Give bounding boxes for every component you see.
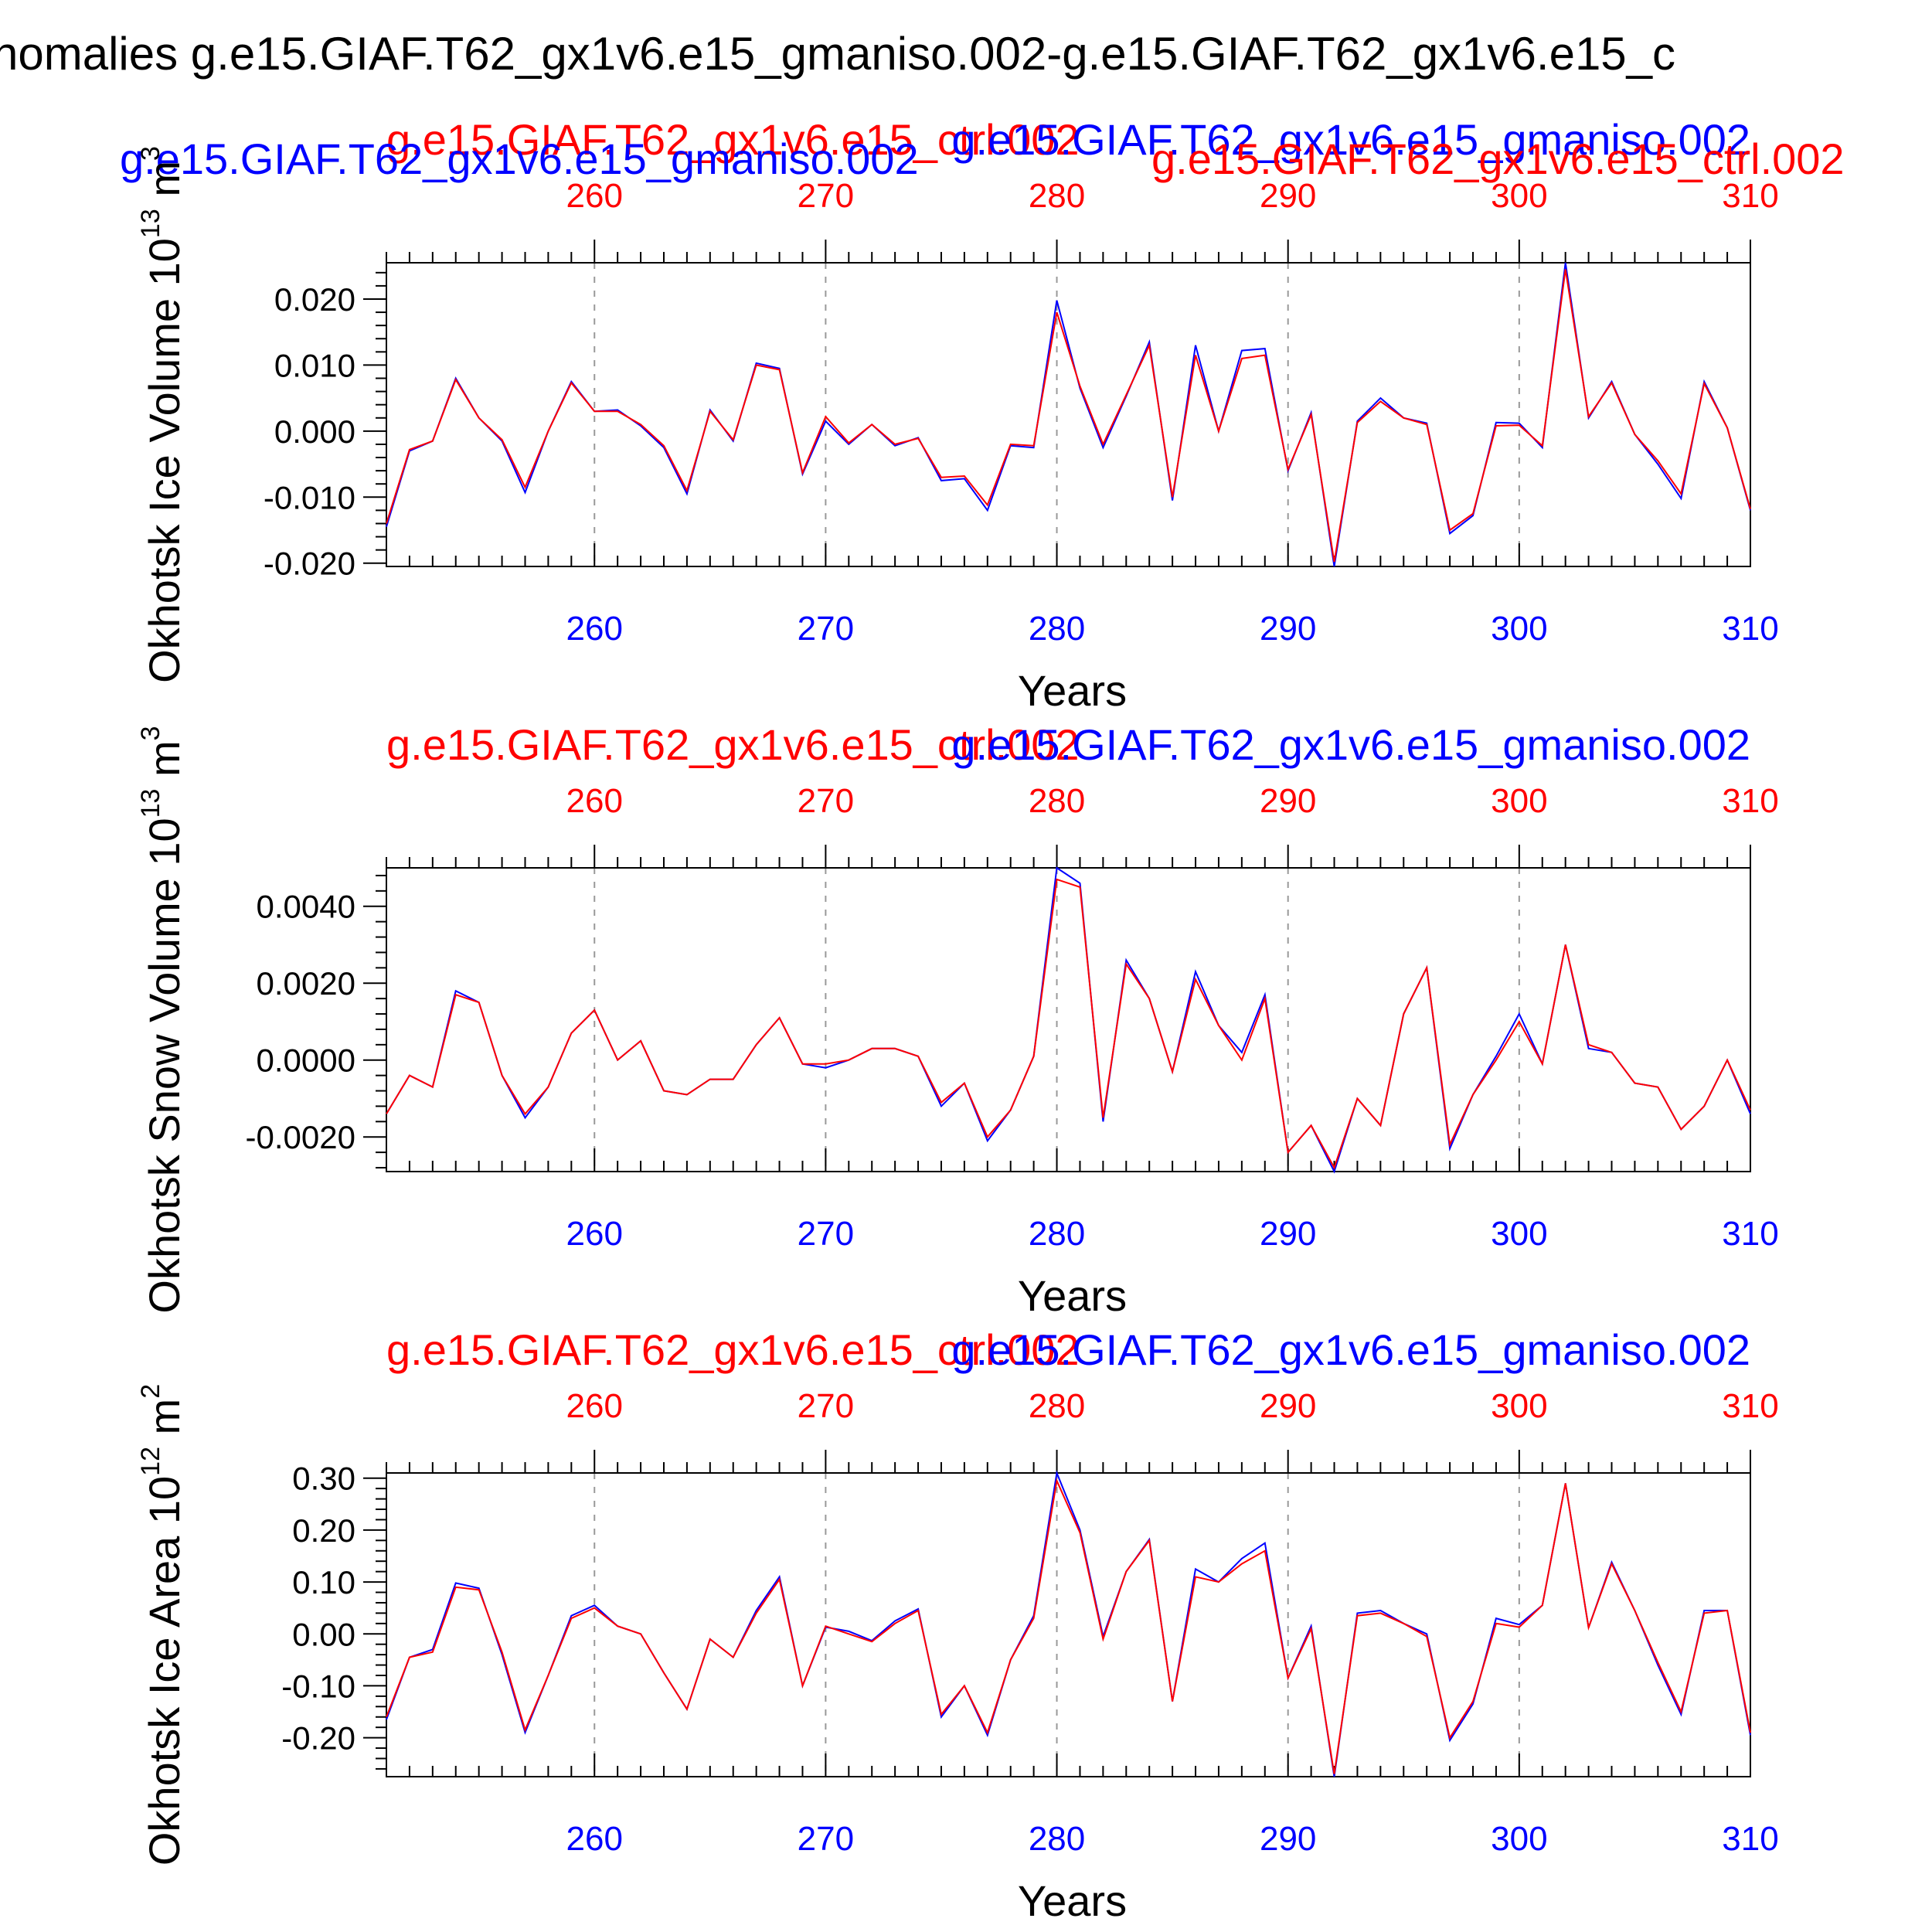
y-axis-unit-power: 3: [136, 146, 165, 161]
plot-frame: [386, 262, 1751, 567]
series-line-case2: [386, 269, 1751, 563]
x-tick-label-bottom: 260: [566, 610, 623, 648]
x-axis-label: Years: [1018, 1876, 1127, 1925]
series-line-case1: [386, 866, 1751, 1174]
y-axis-unit-base: m: [140, 740, 189, 788]
x-tick-label-top: 310: [1722, 782, 1778, 820]
x-axis-label: Years: [1018, 666, 1127, 715]
y-axis-unit-exponent: 13: [136, 789, 165, 818]
x-tick-label-bottom: 270: [798, 1215, 854, 1253]
y-axis-label: Okhotsk Ice Volume 1013 m3: [136, 146, 189, 683]
x-tick-label-bottom: 290: [1260, 1820, 1316, 1858]
panel-ice-area: -0.20 -0.10 0.00 0.10 0.20 0.30 260 270 280 290 30…: [136, 1325, 1779, 1925]
x-tick-label-top: 270: [798, 177, 854, 215]
y-tick-label: 0.020: [274, 281, 355, 318]
x-tick-label-bottom: 270: [798, 610, 854, 648]
x-tick-label-bottom: 280: [1029, 610, 1085, 648]
y-tick-label: -0.10: [281, 1668, 355, 1704]
title-left: g.e15.GIAF.T62_gx1v6.e15_ctrl.002: [386, 720, 1080, 769]
x-tick-label-top: 260: [566, 782, 623, 820]
x-tick-label-top: 290: [1260, 1387, 1316, 1425]
x-tick-label-bottom: 260: [566, 1215, 623, 1253]
x-tick-label-bottom: 310: [1722, 1820, 1778, 1858]
y-tick-label: -0.0020: [246, 1119, 355, 1155]
x-tick-label-bottom: 310: [1722, 1215, 1778, 1253]
y-axis-label-text: Okhotsk Ice Volume 10: [140, 238, 189, 683]
x-tick-label-top: 260: [566, 177, 623, 215]
x-tick-label-bottom: 260: [566, 1820, 623, 1858]
series-line-case1: [386, 262, 1751, 567]
x-tick-label-bottom: 290: [1260, 610, 1316, 648]
y-tick-label: 0.0020: [257, 965, 355, 1002]
x-tick-label-bottom: 300: [1491, 1820, 1547, 1858]
plot-frame: [386, 1472, 1751, 1777]
y-axis-label: Okhotsk Snow Volume 1013 m3: [136, 726, 189, 1313]
title-extra-left: g.e15.GIAF.T62_gx1v6.e15_gmaniso.002: [120, 134, 919, 183]
figure-title: nomalies g.e15.GIAF.T62_gx1v6.e15_gmanis…: [0, 28, 1675, 80]
title-right: g.e15.GIAF.T62_gx1v6.e15_gmaniso.002: [951, 115, 1750, 164]
x-tick-label-bottom: 310: [1722, 610, 1778, 648]
x-tick-label-top: 290: [1260, 782, 1316, 820]
y-axis-unit-exponent: 13: [136, 209, 165, 238]
x-tick-label-bottom: 300: [1491, 1215, 1547, 1253]
y-axis-label: Okhotsk Ice Area 1012 m2: [136, 1384, 189, 1866]
x-tick-label-bottom: 270: [798, 1820, 854, 1858]
panel-ice-volume: -0.020 -0.010 0.000 0.010 0.020 260 270 280 290 3…: [120, 115, 1845, 715]
title-extra-right: g.e15.GIAF.T62_gx1v6.e15_ctrl.002: [1151, 134, 1845, 183]
x-tick-label-bottom: 300: [1491, 610, 1547, 648]
y-tick-label: -0.010: [264, 479, 355, 515]
x-tick-label-top: 280: [1029, 782, 1085, 820]
x-tick-label-bottom: 290: [1260, 1215, 1316, 1253]
x-tick-label-top: 300: [1491, 177, 1547, 215]
y-axis-unit-power: 3: [136, 726, 165, 740]
x-tick-label-top: 280: [1029, 1387, 1085, 1425]
y-axis-unit-exponent: 12: [136, 1447, 165, 1476]
x-tick-label-bottom: 280: [1029, 1215, 1085, 1253]
y-tick-label: -0.20: [281, 1720, 355, 1757]
y-axis-unit-power: 2: [136, 1384, 165, 1399]
x-tick-label-top: 300: [1491, 1387, 1547, 1425]
series-line-case2: [386, 1478, 1751, 1774]
y-tick-label: 0.0000: [257, 1043, 355, 1079]
y-tick-label: 0.20: [292, 1512, 355, 1549]
y-tick-label: -0.020: [264, 546, 355, 582]
title-right: g.e15.GIAF.T62_gx1v6.e15_gmaniso.002: [951, 720, 1750, 769]
x-tick-label-top: 270: [798, 782, 854, 820]
x-tick-label-top: 260: [566, 1387, 623, 1425]
x-tick-label-top: 310: [1722, 177, 1778, 215]
y-tick-label: 0.10: [292, 1564, 355, 1600]
y-axis-label-text: Okhotsk Ice Area 10: [140, 1476, 189, 1866]
title-left: g.e15.GIAF.T62_gx1v6.e15_ctrl.002: [386, 115, 1080, 164]
panel-snow-volume: -0.0020 0.0000 0.0020 0.0040 260 270 280 290 300…: [136, 720, 1779, 1320]
y-tick-label: 0.30: [292, 1461, 355, 1497]
title-right: g.e15.GIAF.T62_gx1v6.e15_gmaniso.002: [951, 1325, 1750, 1374]
y-axis-unit-base: m: [140, 1399, 189, 1447]
series-line-case1: [386, 1470, 1751, 1777]
plot-frame: [386, 867, 1751, 1172]
x-tick-label-top: 270: [798, 1387, 854, 1425]
x-tick-label-top: 300: [1491, 782, 1547, 820]
series-line-case2: [386, 878, 1751, 1170]
x-axis-label: Years: [1018, 1271, 1127, 1320]
y-tick-label: 0.0040: [257, 889, 355, 925]
y-tick-label: 0.000: [274, 413, 355, 450]
x-tick-label-top: 280: [1029, 177, 1085, 215]
title-left: g.e15.GIAF.T62_gx1v6.e15_ctrl.002: [386, 1325, 1080, 1374]
x-tick-label-top: 290: [1260, 177, 1316, 215]
y-tick-label: 0.010: [274, 347, 355, 383]
y-axis-unit-base: m: [140, 161, 189, 209]
y-tick-label: 0.00: [292, 1616, 355, 1652]
y-axis-label-text: Okhotsk Snow Volume 10: [140, 818, 189, 1313]
x-tick-label-bottom: 280: [1029, 1820, 1085, 1858]
x-tick-label-top: 310: [1722, 1387, 1778, 1425]
